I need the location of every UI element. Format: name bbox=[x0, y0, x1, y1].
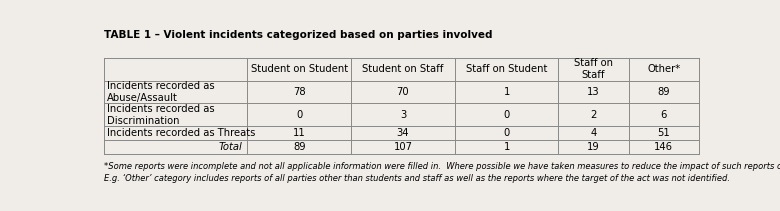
Text: TABLE 1 – Violent incidents categorized based on parties involved: TABLE 1 – Violent incidents categorized … bbox=[104, 30, 492, 40]
Text: 3: 3 bbox=[400, 110, 406, 120]
Text: 0: 0 bbox=[296, 110, 303, 120]
Text: 107: 107 bbox=[393, 142, 413, 152]
Text: 78: 78 bbox=[293, 87, 306, 97]
Text: 89: 89 bbox=[293, 142, 306, 152]
Text: Staff on
Staff: Staff on Staff bbox=[574, 58, 613, 80]
Text: 2: 2 bbox=[590, 110, 597, 120]
Text: Incidents recorded as
Discrimination: Incidents recorded as Discrimination bbox=[107, 104, 215, 126]
Text: Student on Student: Student on Student bbox=[250, 64, 348, 74]
Text: *Some reports were incomplete and not all applicable information were filled in.: *Some reports were incomplete and not al… bbox=[104, 162, 780, 183]
Text: 11: 11 bbox=[292, 128, 306, 138]
Text: Other*: Other* bbox=[647, 64, 680, 74]
Text: Incidents recorded as
Abuse/Assault: Incidents recorded as Abuse/Assault bbox=[107, 81, 215, 103]
Text: 51: 51 bbox=[658, 128, 670, 138]
Text: 89: 89 bbox=[658, 87, 670, 97]
Text: 34: 34 bbox=[397, 128, 410, 138]
Text: 1: 1 bbox=[503, 142, 510, 152]
Text: Incidents recorded as Threats: Incidents recorded as Threats bbox=[107, 128, 256, 138]
Text: 19: 19 bbox=[587, 142, 600, 152]
Text: 0: 0 bbox=[504, 128, 510, 138]
Text: Total: Total bbox=[219, 142, 243, 152]
Text: 1: 1 bbox=[503, 87, 510, 97]
Text: Student on Staff: Student on Staff bbox=[362, 64, 444, 74]
Text: 13: 13 bbox=[587, 87, 600, 97]
Text: Staff on Student: Staff on Student bbox=[466, 64, 548, 74]
Text: 6: 6 bbox=[661, 110, 667, 120]
Text: 4: 4 bbox=[590, 128, 597, 138]
Text: 0: 0 bbox=[504, 110, 510, 120]
Text: 146: 146 bbox=[654, 142, 673, 152]
Text: 70: 70 bbox=[396, 87, 410, 97]
